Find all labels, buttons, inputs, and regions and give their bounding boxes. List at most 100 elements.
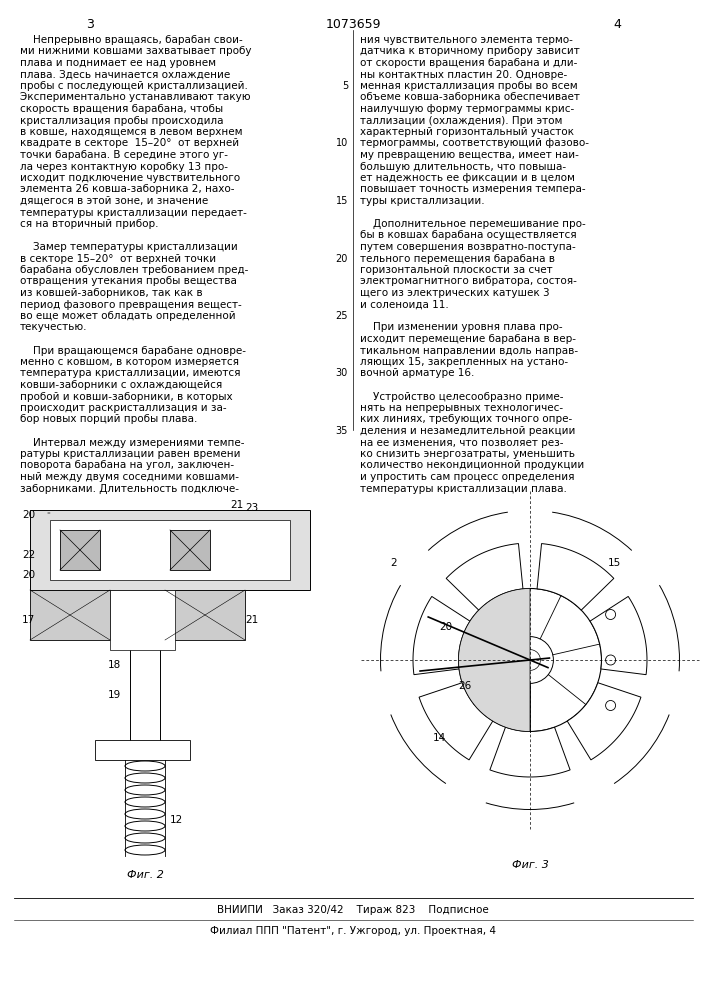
- Polygon shape: [60, 530, 100, 570]
- Polygon shape: [30, 510, 310, 590]
- Text: ми нижними ковшами захватывает пробу: ми нижними ковшами захватывает пробу: [20, 46, 252, 56]
- Text: скорость вращения барабана, чтобы: скорость вращения барабана, чтобы: [20, 104, 223, 114]
- Text: большую длительность, что повыша-: большую длительность, что повыша-: [360, 161, 566, 172]
- Circle shape: [606, 700, 616, 710]
- Text: элемента 26 ковша-заборника 2, нахо-: элемента 26 ковша-заборника 2, нахо-: [20, 184, 235, 194]
- Text: характерный горизонтальный участок: характерный горизонтальный участок: [360, 127, 574, 137]
- Text: Экспериментально устанавливают такую: Экспериментально устанавливают такую: [20, 93, 250, 103]
- Text: дящегося в этой зоне, и значение: дящегося в этой зоне, и значение: [20, 196, 209, 206]
- Text: таллизации (охлаждения). При этом: таллизации (охлаждения). При этом: [360, 115, 562, 125]
- Text: от скорости вращения барабана и дли-: от скорости вращения барабана и дли-: [360, 58, 578, 68]
- Text: 1073659: 1073659: [325, 18, 381, 31]
- Text: происходит раскристаллизация и за-: происходит раскристаллизация и за-: [20, 403, 227, 413]
- Text: 12: 12: [170, 815, 183, 825]
- Text: и упростить сам процесс определения: и упростить сам процесс определения: [360, 472, 575, 482]
- Text: квадрате в секторе  15–20°  от верхней: квадрате в секторе 15–20° от верхней: [20, 138, 239, 148]
- Text: электромагнитного вибратора, состоя-: электромагнитного вибратора, состоя-: [360, 276, 577, 286]
- Text: менная кристаллизация пробы во всем: менная кристаллизация пробы во всем: [360, 81, 578, 91]
- Text: объеме ковша-заборника обеспечивает: объеме ковша-заборника обеспечивает: [360, 93, 580, 103]
- Text: и соленоида 11.: и соленоида 11.: [360, 300, 449, 310]
- Text: 30: 30: [336, 368, 348, 378]
- Text: отвращения утекания пробы вещества: отвращения утекания пробы вещества: [20, 276, 237, 286]
- Text: количество некондиционной продукции: количество некондиционной продукции: [360, 460, 584, 471]
- Text: термограммы, соответствующий фазово-: термограммы, соответствующий фазово-: [360, 138, 589, 148]
- Text: 20: 20: [22, 510, 35, 520]
- Text: исходит подключение чувствительного: исходит подключение чувствительного: [20, 173, 240, 183]
- Text: 4: 4: [613, 18, 621, 31]
- Text: ляющих 15, закрепленных на устано-: ляющих 15, закрепленных на устано-: [360, 357, 568, 367]
- Text: менно с ковшом, в котором измеряется: менно с ковшом, в котором измеряется: [20, 357, 239, 367]
- Text: 20: 20: [22, 570, 35, 580]
- Text: 20: 20: [336, 253, 348, 263]
- Text: Филиал ППП "Патент", г. Ужгород, ул. Проектная, 4: Филиал ППП "Патент", г. Ужгород, ул. Про…: [210, 926, 496, 936]
- Text: 21: 21: [230, 500, 243, 510]
- Text: горизонтальной плоскости за счет: горизонтальной плоскости за счет: [360, 265, 553, 275]
- Text: 3: 3: [86, 18, 94, 31]
- Polygon shape: [170, 530, 210, 570]
- Text: деления и незамедлительной реакции: деления и незамедлительной реакции: [360, 426, 575, 436]
- Text: При изменении уровня плава про-: При изменении уровня плава про-: [360, 322, 563, 332]
- Text: ния чувствительного элемента термо-: ния чувствительного элемента термо-: [360, 35, 573, 45]
- Text: 15: 15: [336, 196, 348, 206]
- Text: ВНИИПИ   Заказ 320/42    Тираж 823    Подписное: ВНИИПИ Заказ 320/42 Тираж 823 Подписное: [217, 905, 489, 915]
- Text: заборниками. Длительность подключе-: заборниками. Длительность подключе-: [20, 484, 239, 494]
- Text: плава и поднимает ее над уровнем: плава и поднимает ее над уровнем: [20, 58, 216, 68]
- Polygon shape: [413, 596, 470, 675]
- Text: в секторе 15–20°  от верхней точки: в секторе 15–20° от верхней точки: [20, 253, 216, 263]
- Text: ны контактных пластин 20. Одновре-: ны контактных пластин 20. Одновре-: [360, 70, 567, 80]
- Text: температуры кристаллизации плава.: температуры кристаллизации плава.: [360, 484, 567, 493]
- Text: ла через контактную коробку 13 про-: ла через контактную коробку 13 про-: [20, 161, 228, 172]
- Text: плава. Здесь начинается охлаждение: плава. Здесь начинается охлаждение: [20, 70, 230, 80]
- Text: 10: 10: [336, 138, 348, 148]
- Circle shape: [520, 650, 540, 670]
- Text: 26: 26: [458, 681, 472, 691]
- Text: на ее изменения, что позволяет рез-: на ее изменения, что позволяет рез-: [360, 438, 563, 448]
- Text: тельного перемещения барабана в: тельного перемещения барабана в: [360, 253, 555, 263]
- Text: 22: 22: [22, 550, 35, 560]
- Text: во еще может обладать определенной: во еще может обладать определенной: [20, 311, 235, 321]
- Text: 21: 21: [245, 615, 258, 625]
- Bar: [130, 590, 160, 750]
- Polygon shape: [590, 596, 647, 675]
- Text: 2: 2: [390, 558, 397, 568]
- Text: 5: 5: [341, 81, 348, 91]
- Text: 18: 18: [108, 660, 121, 670]
- Bar: [30, 590, 110, 640]
- Text: При вращающемся барабане одновре-: При вращающемся барабане одновре-: [20, 346, 246, 356]
- Text: тикальном направлении вдоль направ-: тикальном направлении вдоль направ-: [360, 346, 578, 356]
- Text: 20: 20: [439, 622, 452, 633]
- Text: 14: 14: [433, 733, 445, 743]
- Polygon shape: [490, 727, 570, 777]
- Bar: [50, 520, 290, 580]
- Text: туры кристаллизации.: туры кристаллизации.: [360, 196, 484, 206]
- Polygon shape: [419, 683, 493, 760]
- Text: Устройство целесообразно приме-: Устройство целесообразно приме-: [360, 391, 563, 401]
- Text: из ковшей-заборников, так как в: из ковшей-заборников, так как в: [20, 288, 203, 298]
- Text: точки барабана. В середине этого уг-: точки барабана. В середине этого уг-: [20, 150, 228, 160]
- Text: бы в ковшах барабана осуществляется: бы в ковшах барабана осуществляется: [360, 231, 577, 240]
- Polygon shape: [459, 588, 530, 732]
- Text: датчика к вторичному прибору зависит: датчика к вторичному прибору зависит: [360, 46, 580, 56]
- Text: пробой и ковши-заборники, в которых: пробой и ковши-заборники, в которых: [20, 391, 233, 401]
- Text: наилучшую форму термограммы крис-: наилучшую форму термограммы крис-: [360, 104, 574, 114]
- Bar: [95, 740, 190, 760]
- Text: щего из электрических катушек 3: щего из электрических катушек 3: [360, 288, 549, 298]
- Text: ковши-заборники с охлаждающейся: ковши-заборники с охлаждающейся: [20, 380, 222, 390]
- Text: температура кристаллизации, имеются: температура кристаллизации, имеются: [20, 368, 240, 378]
- Text: Дополнительное перемешивание про-: Дополнительное перемешивание про-: [360, 219, 586, 229]
- Bar: [110, 590, 175, 650]
- Text: ратуры кристаллизации равен времени: ратуры кристаллизации равен времени: [20, 449, 240, 459]
- Text: 17: 17: [22, 615, 35, 625]
- Text: Замер температуры кристаллизации: Замер температуры кристаллизации: [20, 242, 238, 252]
- Polygon shape: [446, 544, 523, 610]
- Text: бор новых порций пробы плава.: бор новых порций пробы плава.: [20, 414, 197, 424]
- Text: ся на вторичный прибор.: ся на вторичный прибор.: [20, 219, 158, 229]
- Text: Непрерывно вращаясь, барабан свои-: Непрерывно вращаясь, барабан свои-: [20, 35, 243, 45]
- Text: Фиг. 2: Фиг. 2: [127, 870, 163, 880]
- Text: повышает точность измерения темпера-: повышает точность измерения темпера-: [360, 184, 585, 194]
- Text: Интервал между измерениями темпе-: Интервал между измерениями темпе-: [20, 438, 245, 448]
- Text: барабана обусловлен требованием пред-: барабана обусловлен требованием пред-: [20, 265, 248, 275]
- Text: 19: 19: [108, 690, 121, 700]
- Text: пробы с последующей кристаллизацией.: пробы с последующей кристаллизацией.: [20, 81, 248, 91]
- Text: ко снизить энергозатраты, уменьшить: ко снизить энергозатраты, уменьшить: [360, 449, 575, 459]
